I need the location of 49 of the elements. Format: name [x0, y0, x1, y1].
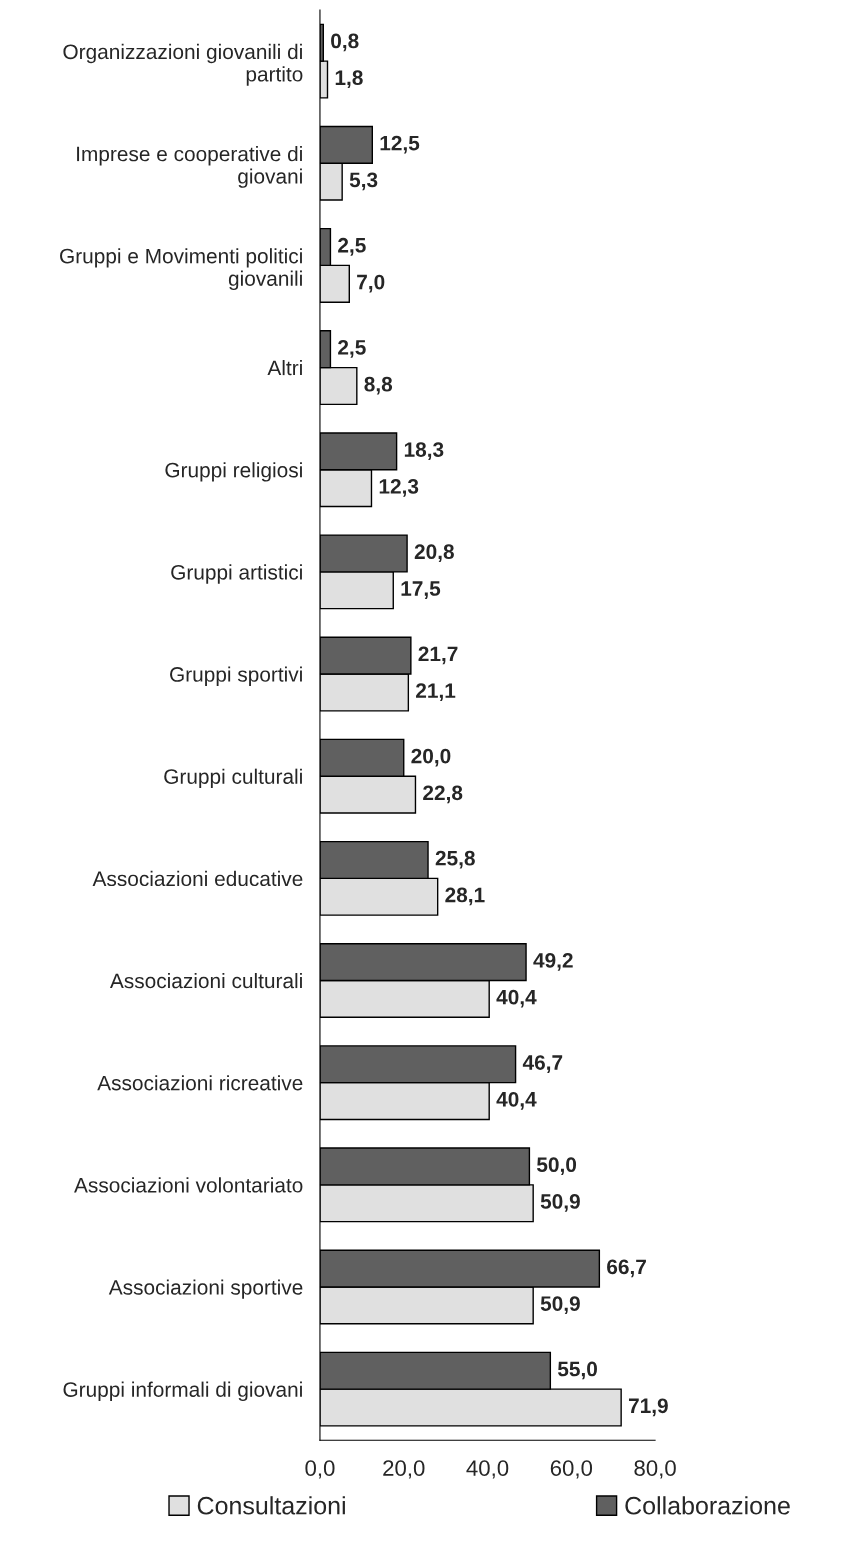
data-label: 40,4 — [496, 989, 537, 1008]
data-label: 0,8 — [331, 33, 359, 52]
x-tick-label: 80,0 — [634, 1460, 676, 1479]
data-label: 1,8 — [335, 70, 363, 89]
data-label: 50,9 — [540, 1194, 580, 1212]
data-label: 21,1 — [416, 683, 456, 702]
y-tick-label: Gruppi e Movimenti politici giovanili — [60, 248, 302, 291]
y-tick-label: Altri — [267, 360, 302, 376]
data-label: 12,3 — [379, 478, 419, 497]
y-tick-label: Gruppi informali di giovani — [63, 1381, 302, 1402]
data-label: 25,8 — [435, 850, 475, 869]
y-tick-label: Associazioni educative — [92, 870, 303, 887]
y-tick-label: Gruppi culturali — [164, 768, 302, 789]
data-label: 40,4 — [496, 1091, 537, 1110]
data-label: 71,9 — [628, 1398, 668, 1417]
y-tick-label: Associazioni ricreative — [97, 1075, 303, 1091]
y-tick-label: Gruppi sportivi — [170, 666, 302, 686]
data-label: 8,8 — [364, 376, 393, 395]
x-tick-label: 20,0 — [383, 1460, 425, 1479]
data-label: 46,7 — [522, 1055, 563, 1073]
x-tick-label: 0,0 — [305, 1460, 335, 1479]
legend-label: Consultazioni — [197, 1496, 345, 1515]
data-label: 50,9 — [540, 1296, 580, 1314]
data-label: 17,5 — [401, 581, 441, 599]
data-label: 28,1 — [445, 887, 485, 906]
data-label: 66,7 — [607, 1259, 646, 1278]
data-label: 55,0 — [557, 1361, 597, 1380]
data-label: 50,0 — [536, 1157, 577, 1176]
data-label: 12,5 — [380, 135, 420, 154]
data-label: 49,2 — [533, 952, 573, 971]
data-label: 20,8 — [414, 544, 454, 563]
y-tick-label: Gruppi religiosi — [165, 462, 302, 482]
data-label: 21,7 — [418, 646, 458, 665]
x-tick-label: 40,0 — [466, 1460, 509, 1479]
x-tick-label: 60,0 — [550, 1460, 593, 1479]
data-label: 20,0 — [411, 748, 451, 767]
data-label: 7,0 — [357, 274, 385, 293]
y-tick-label: Associazioni volontariato — [74, 1177, 303, 1193]
data-label: 18,3 — [404, 442, 444, 460]
data-label: 2,5 — [338, 340, 366, 358]
y-tick-label: Imprese e cooperative di giovani — [77, 146, 302, 188]
y-tick-label: Associazioni culturali — [109, 972, 302, 989]
data-label: 5,3 — [349, 172, 378, 191]
legend-label: Collaborazione — [625, 1496, 790, 1515]
y-tick-label: Gruppi artistici — [171, 564, 302, 584]
y-tick-label: Organizzazioni giovanili di partito — [63, 43, 303, 86]
data-label: 2,5 — [338, 237, 366, 256]
data-label: 22,8 — [423, 785, 463, 804]
y-tick-label: Associazioni sportive — [108, 1279, 303, 1299]
